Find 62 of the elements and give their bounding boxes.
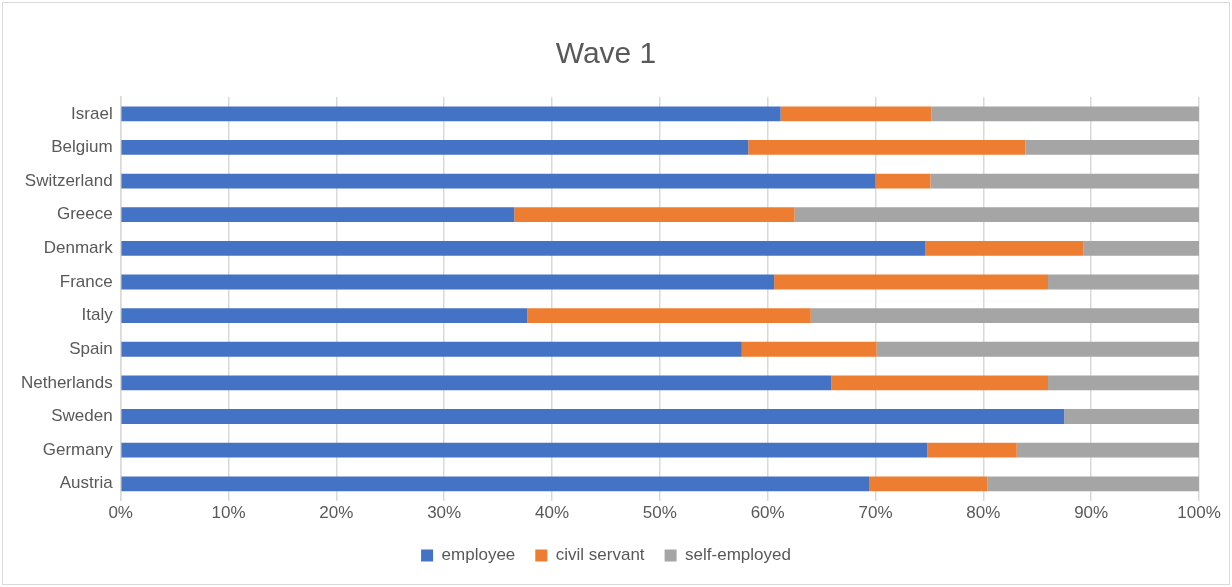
bar <box>876 341 1199 357</box>
y-tick-label: France <box>59 271 113 291</box>
legend-label: employee <box>441 545 516 565</box>
bar <box>1048 375 1199 391</box>
legend-label: self-employed <box>685 545 791 565</box>
y-tick-label: Greece <box>56 204 113 224</box>
y-tick-label: Belgium <box>51 137 113 157</box>
bar <box>121 341 742 357</box>
bar <box>987 476 1199 492</box>
bar <box>121 207 515 223</box>
x-tick-label: 90% <box>1074 503 1109 523</box>
x-tick-label: 0% <box>108 503 133 523</box>
x-tick-label: 40% <box>534 503 570 523</box>
chart-title: Wave 1 <box>555 36 657 70</box>
bar <box>831 375 1049 391</box>
y-tick-label: Spain <box>69 338 113 358</box>
bar <box>869 476 988 492</box>
y-tick-label: Denmark <box>43 238 114 258</box>
bar <box>121 106 781 122</box>
bar <box>121 442 928 458</box>
bar <box>121 375 832 391</box>
bar <box>741 341 877 357</box>
bar <box>930 173 1199 189</box>
y-tick-label: Switzerland <box>24 170 113 190</box>
bar <box>121 308 528 324</box>
bar <box>748 140 1026 155</box>
x-tick-label: 60% <box>750 503 785 523</box>
bar <box>1083 240 1199 256</box>
bar <box>774 274 1049 290</box>
bar <box>1016 442 1199 458</box>
y-tick-label: Israel <box>71 103 113 123</box>
bar <box>121 409 1065 424</box>
bar <box>121 173 876 189</box>
bar <box>1048 274 1199 290</box>
y-tick-label: Austria <box>59 473 114 493</box>
bar <box>810 308 1199 324</box>
bar <box>121 274 775 290</box>
y-tick-label: Italy <box>81 305 114 325</box>
bar <box>931 106 1199 122</box>
bar <box>121 240 926 256</box>
x-tick-label: 30% <box>427 503 462 523</box>
y-tick-label: Sweden <box>51 406 113 426</box>
x-tick-label: 10% <box>211 503 246 523</box>
bar <box>925 240 1084 256</box>
bar <box>794 207 1199 223</box>
bar <box>927 442 1017 458</box>
bar <box>121 140 749 155</box>
bar <box>780 106 932 122</box>
x-tick-label: 80% <box>966 503 1001 523</box>
bar <box>514 207 795 223</box>
bar <box>527 308 811 324</box>
x-tick-label: 50% <box>642 503 677 523</box>
x-tick-label: 100% <box>1177 503 1221 523</box>
bar <box>1064 409 1199 424</box>
bar <box>1025 140 1199 155</box>
y-tick-label: Netherlands <box>20 372 113 392</box>
legend-label: civil servant <box>555 545 645 565</box>
x-tick-label: 70% <box>858 503 893 523</box>
bar <box>121 476 870 492</box>
x-tick-label: 20% <box>319 503 354 523</box>
y-tick-label: Germany <box>42 439 114 459</box>
bar <box>875 173 931 189</box>
